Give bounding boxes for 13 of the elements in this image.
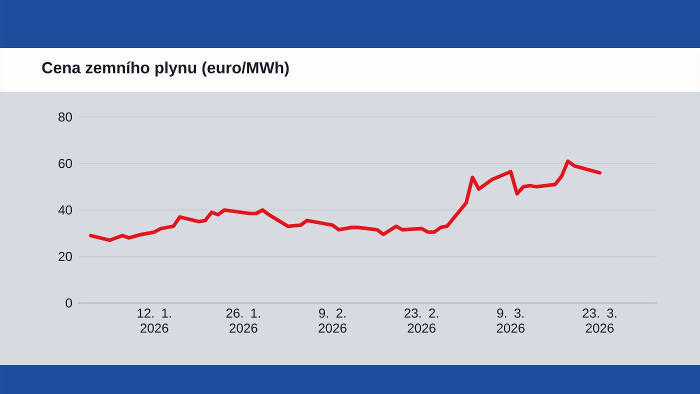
- line-series: [88, 159, 602, 242]
- x-tick-label: 9. 2. 2026: [318, 308, 346, 333]
- y-tick-label: 40: [58, 205, 72, 215]
- x-tick-label: 23. 2. 2026: [404, 308, 438, 333]
- y-tick-label: 60: [58, 158, 72, 168]
- x-tick-label: 12. 1. 2026: [138, 308, 171, 333]
- x-tick-label: 23. 3. 2026: [582, 308, 616, 333]
- y-tick-label: 80: [58, 112, 72, 122]
- x-tick-label: 9. 3. 2026: [496, 308, 525, 333]
- y-tick-label: 20: [58, 252, 72, 262]
- x-tick-label: 26. 1. 2026: [226, 308, 260, 333]
- y-tick-label: 0: [66, 298, 72, 308]
- chart-title: Cena zemního plynu (euro/MWh): [42, 61, 289, 77]
